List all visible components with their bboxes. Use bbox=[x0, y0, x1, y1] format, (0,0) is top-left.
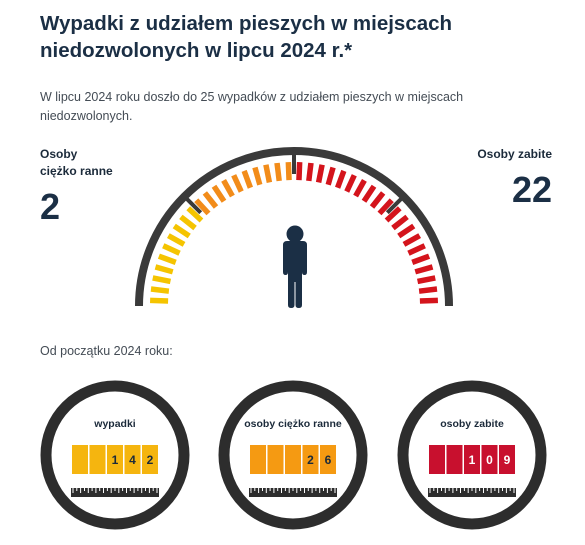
summary-line-1: W lipcu 2024 roku doszło do 25 wypadków … bbox=[40, 90, 464, 104]
gauge-tick bbox=[306, 162, 314, 182]
gauge-tick bbox=[154, 264, 174, 275]
injured-label-line-2: ciężko ranne bbox=[40, 164, 113, 178]
gauge-tick bbox=[211, 184, 227, 203]
counter-digit-box bbox=[124, 445, 141, 474]
counter-digit-box bbox=[429, 445, 445, 474]
gauge-tick bbox=[202, 191, 219, 209]
gauge-tick bbox=[150, 297, 169, 304]
gauge-tick bbox=[172, 223, 191, 239]
gauge-tick bbox=[157, 253, 177, 265]
gauge-tick bbox=[274, 162, 282, 182]
gauge-ticks bbox=[150, 162, 438, 304]
page-title: Wypadki z udziałem pieszych w miejscach … bbox=[40, 10, 540, 64]
gauge-tick bbox=[418, 286, 438, 294]
gauge-tick bbox=[325, 166, 336, 186]
gauge-tick bbox=[263, 164, 273, 183]
counter-digit-box bbox=[250, 445, 266, 474]
gauge-tick bbox=[414, 264, 434, 275]
counter-digit-box bbox=[72, 445, 88, 474]
summary-text: W lipcu 2024 roku doszło do 25 wypadków … bbox=[40, 88, 540, 126]
title-line-2: niedozwolonych w lipcu 2024 r.* bbox=[40, 39, 353, 62]
gauge-tick bbox=[194, 198, 211, 216]
gauge-tick bbox=[162, 243, 181, 256]
counter-digit: 6 bbox=[325, 453, 332, 467]
gauge-tick bbox=[344, 174, 357, 193]
gauge-tick bbox=[252, 166, 263, 186]
gauge-tick bbox=[335, 169, 347, 189]
gauge-tick bbox=[285, 162, 292, 181]
counter-circle: osoby ciężko ranne 2 6 bbox=[218, 380, 368, 530]
gauge-tick bbox=[353, 179, 367, 198]
gauge-tick bbox=[296, 162, 303, 181]
counter-ruler bbox=[249, 488, 337, 497]
gauge-tick bbox=[152, 275, 171, 285]
counter-digit: 1 bbox=[469, 453, 476, 467]
counter-digit-box bbox=[267, 445, 284, 474]
counter-title: osoby ciężko ranne bbox=[244, 418, 342, 430]
killed-label: Osoby zabite bbox=[477, 147, 552, 161]
gauge-divider bbox=[182, 194, 203, 215]
counter-title: osoby zabite bbox=[440, 418, 504, 430]
counter-circle: wypadki 1 4 2 bbox=[40, 380, 190, 530]
counter-digit-box bbox=[464, 445, 480, 474]
counter-digit-box bbox=[285, 445, 301, 474]
gauge-tick bbox=[411, 253, 431, 265]
gauge-tick bbox=[369, 191, 386, 209]
gauge-tick bbox=[186, 206, 204, 223]
gauge-tick bbox=[315, 164, 325, 183]
gauge-tick bbox=[221, 179, 235, 198]
gauge-tick bbox=[402, 233, 421, 247]
pedestrian-icon bbox=[283, 225, 307, 308]
gauge-tick bbox=[150, 286, 170, 294]
gauge-tick bbox=[361, 184, 377, 203]
gauge-tick bbox=[419, 297, 438, 304]
counter-title: wypadki bbox=[93, 418, 136, 430]
counter-digit: 4 bbox=[129, 453, 136, 467]
counter-ruler bbox=[428, 488, 516, 497]
counter-digit: 2 bbox=[147, 453, 154, 467]
counter-digit: 0 bbox=[486, 453, 493, 467]
counter-digit-box bbox=[142, 445, 158, 474]
counter-digit-box bbox=[499, 445, 515, 474]
counter-digit: 2 bbox=[307, 453, 314, 467]
gauge-tick bbox=[241, 169, 253, 189]
killed-value: 22 bbox=[511, 169, 552, 210]
injured-label: Osoby ciężko ranne bbox=[40, 146, 130, 180]
injured-label-line-1: Osoby bbox=[40, 147, 78, 161]
summary-line-2: niedozwolonych. bbox=[40, 109, 133, 123]
counter-digit: 9 bbox=[504, 453, 511, 467]
counter-digit-box bbox=[446, 445, 463, 474]
injured-value: 2 bbox=[40, 186, 61, 227]
title-line-1: Wypadki z udziałem pieszych w miejscach bbox=[40, 12, 453, 35]
counter-digit: 1 bbox=[112, 453, 119, 467]
gauge-tick bbox=[179, 214, 197, 231]
gauge-tick bbox=[391, 214, 409, 231]
gauge-divider bbox=[385, 194, 406, 215]
gauge-tick bbox=[167, 233, 186, 247]
gauge-tick bbox=[407, 243, 426, 256]
gauge-tick bbox=[417, 275, 436, 285]
gauge-tick bbox=[377, 198, 394, 216]
counter-digit-box bbox=[89, 445, 106, 474]
counter-digit-box bbox=[107, 445, 123, 474]
gauge-tick bbox=[384, 206, 402, 223]
counter-digit-box bbox=[481, 445, 498, 474]
counter-digit-box bbox=[320, 445, 336, 474]
counter-circle: osoby zabite 1 0 9 bbox=[397, 380, 547, 530]
gauge-dividers bbox=[182, 151, 406, 215]
gauge-tick bbox=[231, 174, 244, 193]
gauge-tick bbox=[397, 223, 416, 239]
since-start-label: Od początku 2024 roku: bbox=[40, 344, 173, 358]
counter-digit-box bbox=[302, 445, 319, 474]
counter-ruler bbox=[71, 488, 159, 497]
